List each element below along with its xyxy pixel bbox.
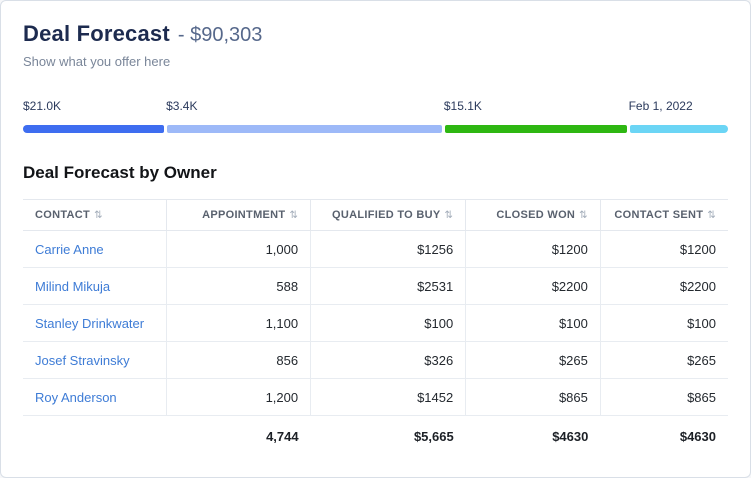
segment-label: Feb 1, 2022 <box>628 99 693 113</box>
cell-appointment: 588 <box>165 267 311 305</box>
column-label: Appointment <box>202 209 286 221</box>
column-label: Contact <box>35 209 91 221</box>
table-row: Milind Mikuja 588 $2531 $2200 $2200 <box>23 267 728 305</box>
sort-icon[interactable]: ⇅ <box>94 210 103 221</box>
table-row: Roy Anderson 1,200 $1452 $865 $865 <box>23 378 728 416</box>
cell-appointment: 1,000 <box>165 230 311 268</box>
segment-label: $3.4K <box>166 99 198 113</box>
cell-appointment: 1,200 <box>165 378 311 416</box>
sort-icon[interactable]: ⇅ <box>444 210 454 221</box>
cell-qualified: $100 <box>310 304 466 342</box>
forecast-progress: $21.0K $3.4K $15.1K Feb 1, 2022 <box>23 99 728 133</box>
cell-sent: $2200 <box>599 267 728 305</box>
table-header-row: Contact ⇅ Appointment ⇅ Qualified to buy ⇅ … <box>23 199 728 231</box>
page-subtitle: Show what you offer here <box>23 54 171 69</box>
contact-link[interactable]: Roy Anderson <box>35 389 117 405</box>
column-header-closed[interactable]: Closed won ⇅ <box>465 199 601 231</box>
cell-sent: $1200 <box>599 230 728 268</box>
forecast-amount: - $90,303 <box>177 24 263 46</box>
totals-row: 4,744 $5,665 $4630 $4630 <box>23 416 728 454</box>
table-row: Josef Stravinsky 856 $326 $265 $265 <box>23 341 728 379</box>
progress-segment <box>23 125 165 133</box>
section-title: Deal Forecast by Owner <box>23 163 217 182</box>
sort-icon[interactable]: ⇅ <box>289 210 299 221</box>
column-header-appointment[interactable]: Appointment ⇅ <box>165 199 311 231</box>
progress-bar <box>23 125 728 133</box>
header: Deal Forecast - $90,303 <box>23 21 728 47</box>
column-label: Qualified to buy <box>332 209 441 221</box>
total-qualified: $5,665 <box>413 428 454 444</box>
contact-link[interactable]: Stanley Drinkwater <box>35 315 145 331</box>
forecast-table: Contact ⇅ Appointment ⇅ Qualified to buy ⇅ … <box>23 199 728 454</box>
cell-closed: $265 <box>465 341 601 379</box>
cell-closed: $865 <box>465 378 601 416</box>
progress-labels: $21.0K $3.4K $15.1K Feb 1, 2022 <box>23 99 728 115</box>
progress-segment <box>629 125 728 133</box>
total-sent: $4630 <box>679 428 716 444</box>
table-row: Carrie Anne 1,000 $1256 $1200 $1200 <box>23 230 728 268</box>
table-row: Stanley Drinkwater 1,100 $100 $100 $100 <box>23 304 728 342</box>
cell-qualified: $2531 <box>310 267 466 305</box>
total-closed: $4630 <box>552 428 589 444</box>
page-title: Deal Forecast <box>23 21 170 46</box>
cell-sent: $865 <box>599 378 728 416</box>
sort-icon[interactable]: ⇅ <box>579 210 588 221</box>
column-header-contact[interactable]: Contact ⇅ <box>23 199 167 231</box>
total-appointment: 4,744 <box>266 428 299 444</box>
cell-appointment: 1,100 <box>165 304 311 342</box>
segment-label: $15.1K <box>443 99 482 113</box>
contact-link[interactable]: Milind Mikuja <box>35 278 111 294</box>
cell-qualified: $326 <box>310 341 466 379</box>
column-label: Contact sent <box>614 209 704 221</box>
totals-empty-cell <box>23 416 166 454</box>
progress-segment <box>444 125 627 133</box>
cell-closed: $1200 <box>465 230 601 268</box>
column-header-qualified[interactable]: Qualified to buy ⇅ <box>310 199 466 231</box>
cell-closed: $100 <box>465 304 601 342</box>
sort-icon[interactable]: ⇅ <box>707 210 716 221</box>
cell-sent: $100 <box>599 304 728 342</box>
cell-qualified: $1256 <box>310 230 466 268</box>
contact-link[interactable]: Josef Stravinsky <box>35 352 130 368</box>
cell-sent: $265 <box>599 341 728 379</box>
segment-label: $21.0K <box>23 99 62 113</box>
column-header-sent[interactable]: Contact sent ⇅ <box>599 199 728 231</box>
cell-qualified: $1452 <box>310 378 466 416</box>
progress-segment <box>167 125 442 133</box>
cell-closed: $2200 <box>465 267 601 305</box>
column-label: Closed won <box>496 209 576 221</box>
cell-appointment: 856 <box>165 341 311 379</box>
contact-link[interactable]: Carrie Anne <box>35 241 104 257</box>
